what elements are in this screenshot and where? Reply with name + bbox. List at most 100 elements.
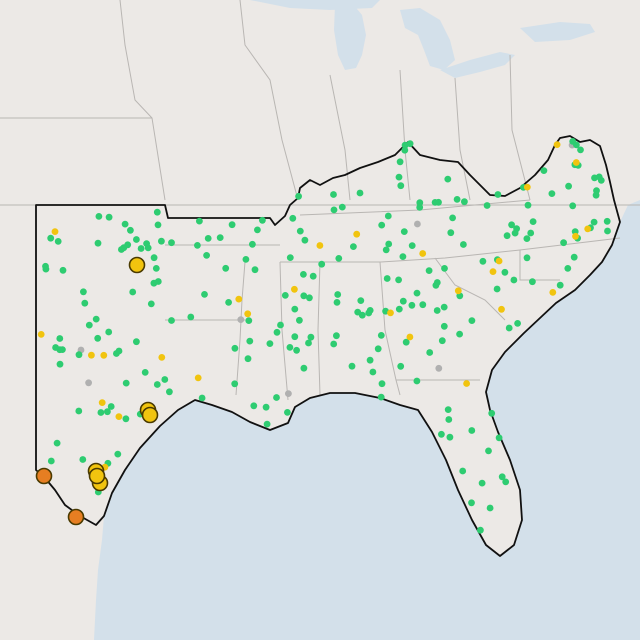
site-marker-good[interactable] (97, 409, 105, 416)
site-marker-good[interactable] (514, 320, 521, 327)
site-marker-good[interactable] (369, 368, 377, 376)
site-marker-good[interactable] (357, 297, 365, 304)
site-marker-good[interactable] (153, 208, 161, 216)
site-marker-moderate[interactable] (100, 351, 108, 359)
site-marker-good[interactable] (152, 265, 160, 272)
site-marker-good[interactable] (416, 199, 424, 207)
site-marker-good[interactable] (228, 221, 236, 229)
site-marker-good[interactable] (301, 236, 309, 244)
site-marker-large-moderate[interactable] (128, 256, 146, 274)
site-marker-good[interactable] (122, 415, 130, 423)
site-marker-no_data[interactable] (435, 364, 443, 372)
site-marker-good[interactable] (263, 420, 271, 428)
site-marker-moderate[interactable] (387, 309, 394, 317)
site-marker-good[interactable] (461, 198, 468, 206)
site-marker-good[interactable] (137, 245, 145, 252)
site-marker-good[interactable] (565, 182, 572, 190)
site-marker-large-moderate[interactable] (88, 467, 106, 485)
site-marker-good[interactable] (486, 504, 494, 512)
site-marker-good[interactable] (333, 332, 340, 340)
site-marker-good[interactable] (124, 241, 132, 249)
site-marker-good[interactable] (107, 403, 115, 410)
site-marker-good[interactable] (479, 257, 487, 265)
site-marker-moderate[interactable] (406, 333, 414, 341)
site-marker-good[interactable] (249, 240, 256, 248)
site-marker-good[interactable] (354, 308, 362, 316)
site-marker-good[interactable] (225, 299, 233, 306)
site-marker-good[interactable] (47, 234, 55, 242)
site-marker-good[interactable] (505, 324, 513, 332)
site-marker-good[interactable] (382, 246, 390, 254)
site-marker-good[interactable] (300, 271, 307, 278)
site-marker-moderate[interactable] (353, 230, 361, 238)
site-marker-moderate[interactable] (463, 380, 470, 387)
site-marker-good[interactable] (413, 289, 421, 297)
site-marker-large-usg[interactable] (67, 508, 85, 526)
site-marker-good[interactable] (384, 212, 392, 220)
site-marker-good[interactable] (523, 254, 531, 262)
site-marker-good[interactable] (95, 213, 103, 220)
site-marker-good[interactable] (244, 355, 252, 363)
site-marker-good[interactable] (166, 388, 173, 396)
site-marker-good[interactable] (374, 345, 382, 353)
site-marker-good[interactable] (216, 234, 224, 242)
site-marker-good[interactable] (385, 240, 393, 248)
site-marker-good[interactable] (245, 317, 253, 324)
site-marker-good[interactable] (338, 203, 346, 211)
site-marker-moderate[interactable] (498, 305, 505, 313)
site-marker-good[interactable] (201, 291, 208, 298)
site-marker-good[interactable] (307, 333, 315, 341)
site-marker-good[interactable] (477, 526, 484, 534)
site-marker-good[interactable] (53, 439, 61, 447)
site-marker-moderate[interactable] (194, 374, 202, 382)
site-marker-good[interactable] (94, 239, 102, 247)
site-marker-moderate[interactable] (37, 331, 45, 338)
site-marker-good[interactable] (408, 242, 416, 250)
site-marker-good[interactable] (266, 340, 274, 347)
site-marker-good[interactable] (459, 467, 467, 475)
site-marker-good[interactable] (440, 303, 448, 311)
site-marker-good[interactable] (122, 379, 130, 387)
site-marker-good[interactable] (330, 191, 337, 198)
site-marker-good[interactable] (85, 321, 93, 329)
site-marker-good[interactable] (426, 349, 434, 356)
site-marker-good[interactable] (438, 337, 446, 345)
site-marker-good[interactable] (498, 473, 506, 481)
site-marker-good[interactable] (508, 221, 515, 229)
site-marker-good[interactable] (478, 479, 486, 487)
site-marker-good[interactable] (318, 260, 326, 268)
site-marker-good[interactable] (397, 362, 405, 370)
site-marker-good[interactable] (133, 236, 140, 243)
site-marker-good[interactable] (133, 338, 140, 346)
site-marker-good[interactable] (296, 227, 304, 235)
site-marker-good[interactable] (445, 416, 453, 423)
site-marker-good[interactable] (306, 294, 313, 302)
site-marker-good[interactable] (242, 256, 250, 263)
site-marker-good[interactable] (281, 292, 289, 299)
site-marker-good[interactable] (401, 141, 409, 149)
site-marker-good[interactable] (262, 403, 270, 411)
site-marker-good[interactable] (431, 199, 439, 206)
site-marker-good[interactable] (483, 202, 491, 209)
site-marker-large-usg[interactable] (35, 467, 53, 485)
site-marker-good[interactable] (300, 292, 308, 300)
site-marker-good[interactable] (570, 253, 578, 261)
site-marker-good[interactable] (348, 362, 356, 370)
site-marker-good[interactable] (222, 264, 230, 272)
site-marker-good[interactable] (56, 360, 64, 368)
site-marker-good[interactable] (591, 174, 598, 182)
site-marker-good[interactable] (79, 456, 87, 463)
site-marker-good[interactable] (453, 196, 461, 203)
site-marker-good[interactable] (350, 243, 357, 251)
site-marker-good[interactable] (419, 301, 427, 309)
site-marker-good[interactable] (154, 221, 162, 229)
site-marker-good[interactable] (524, 201, 532, 209)
site-marker-good[interactable] (80, 288, 87, 296)
site-marker-good[interactable] (377, 332, 385, 339)
site-marker-moderate[interactable] (291, 285, 298, 293)
site-marker-good[interactable] (104, 408, 111, 416)
site-marker-good[interactable] (196, 217, 203, 225)
site-marker-good[interactable] (468, 427, 476, 434)
site-marker-no_data[interactable] (285, 390, 292, 397)
site-marker-moderate[interactable] (98, 399, 106, 406)
